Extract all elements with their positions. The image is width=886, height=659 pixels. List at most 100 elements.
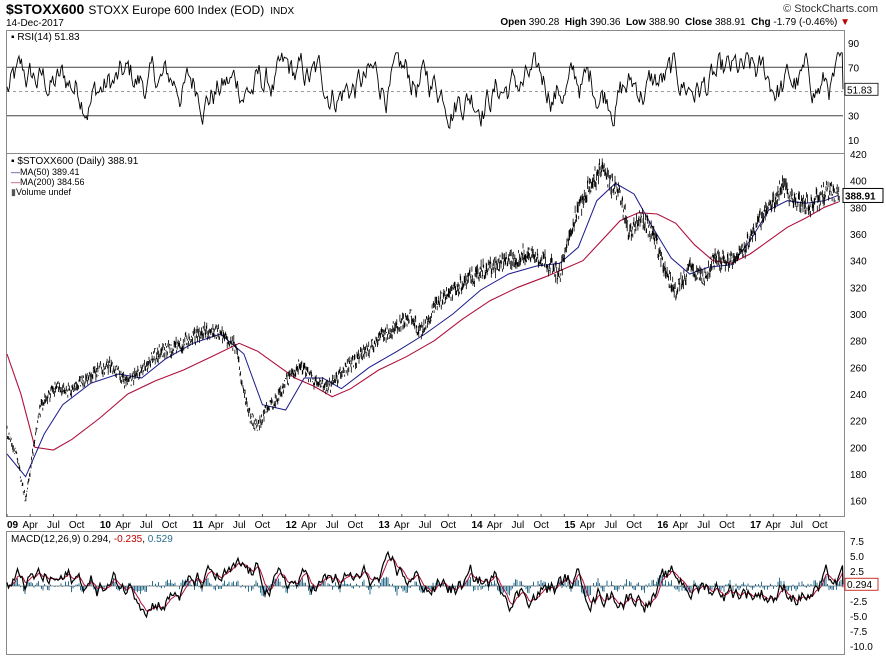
x-tick-label: Apr [487, 520, 503, 531]
price-tick-label: 420 [850, 150, 867, 161]
x-tick-label: Apr [115, 520, 131, 531]
x-tick-label: Apr [580, 520, 596, 531]
x-tick-label: 12 [286, 520, 298, 531]
price-tick-label: 340 [850, 257, 867, 268]
x-tick-label: Jul [604, 520, 617, 531]
rsi-legend-text: RSI(14) 51.83 [17, 32, 80, 43]
x-tick-label: 13 [379, 520, 391, 531]
x-tick-label: 15 [564, 520, 576, 531]
price-tick-label: 240 [850, 390, 867, 401]
x-tick-label: Apr [766, 520, 782, 531]
ma200-line [6, 201, 839, 451]
price-tick-label: 260 [850, 363, 867, 374]
quote-summary: Open 390.28 High 390.36 Low 388.90 Close… [500, 17, 850, 28]
price-tick-label: 380 [850, 203, 867, 214]
rsi-last-value: 51.83 [847, 85, 872, 96]
macd-line [6, 550, 844, 619]
x-tick-label: Jul [419, 520, 432, 531]
high-label: High [564, 17, 588, 28]
x-tick-label: Apr [394, 520, 410, 531]
rsi-tick-label: 30 [848, 112, 860, 123]
legend-ma200-text: MA(200) 384.56 [20, 177, 85, 187]
x-tick-label: Oct [812, 520, 828, 531]
legend-volume: ▮Volume undef [11, 187, 71, 197]
chg-value: -1.79 (-0.46%) [773, 17, 838, 28]
x-tick-label: Oct [69, 520, 85, 531]
price-tick-label: 200 [850, 443, 867, 454]
x-tick-label: Apr [22, 520, 38, 531]
macd-last-value-box [844, 577, 879, 591]
price-tick-label: 360 [850, 230, 867, 241]
ma50-line [6, 182, 839, 478]
price-tick-label: 400 [850, 177, 867, 188]
macd-last-value: 0.294 [847, 580, 872, 591]
x-tick-label: Apr [208, 520, 224, 531]
macd-panel: MACD(12,26,9) 0.294, -0.235, 0.529 [6, 531, 845, 655]
price-legend: ▪ $STOXX600 (Daily) 388.91 —MA(50) 389.4… [11, 156, 138, 198]
chart-title: $STOXX600 STOXX Europe 600 Index (EOD) IND… [6, 1, 294, 17]
macd-signal-line [6, 558, 844, 612]
brand-watermark: © StockCharts.com [783, 3, 878, 15]
price-last-value-box [842, 187, 884, 203]
rsi-legend: ▪ RSI(14) 51.83 [11, 32, 80, 43]
close-label: Close [684, 17, 713, 28]
low-value: 388.90 [648, 17, 680, 28]
price-bars [6, 158, 840, 502]
legend-ma200: —MA(200) 384.56 [11, 177, 85, 187]
price-panel: ▪ $STOXX600 (Daily) 388.91 —MA(50) 389.4… [6, 153, 845, 517]
macd-legend-signal: -0.235 [113, 534, 143, 545]
price-tick-label: 300 [850, 310, 867, 321]
macd-tick-label: 2.5 [850, 567, 864, 578]
macd-tick-label: -10.0 [850, 642, 873, 653]
rsi-tick-label: 10 [848, 136, 860, 147]
x-tick-label: Oct [533, 520, 549, 531]
legend-volume-text: Volume undef [15, 187, 71, 197]
x-tick-label: Oct [255, 520, 271, 531]
chg-label: Chg [751, 17, 771, 28]
close-value: 388.91 [715, 17, 746, 28]
x-tick-label: 10 [100, 520, 112, 531]
macd-legend-name: MACD(12,26,9) [11, 534, 81, 545]
exchange: INDX [270, 6, 295, 17]
x-tick-label: 09 [7, 520, 19, 531]
x-tick-label: Jul [697, 520, 710, 531]
chart-date: 14-Dec-2017 [6, 18, 64, 29]
open-label: Open [500, 17, 526, 28]
x-tick-label: 17 [750, 520, 762, 531]
price-series [6, 158, 840, 502]
down-arrow-icon: ▼ [840, 17, 850, 28]
x-tick-label: Oct [162, 520, 178, 531]
rsi-line [6, 51, 844, 129]
x-tick-label: Oct [626, 520, 642, 531]
legend-ma50-text: MA(50) 389.41 [20, 167, 80, 177]
x-tick-label: Jul [233, 520, 246, 531]
x-tick-label: 16 [657, 520, 669, 531]
rsi-tick-label: 70 [848, 63, 860, 74]
x-tick-label: Oct [440, 520, 456, 531]
rsi-tick-label: 90 [848, 39, 860, 50]
price-tick-label: 280 [850, 337, 867, 348]
legend-price: ▪ $STOXX600 (Daily) 388.91 [11, 156, 139, 167]
symbol: $STOXX600 [6, 1, 85, 17]
x-tick-label: Apr [673, 520, 689, 531]
open-value: 390.28 [528, 17, 560, 28]
x-tick-label: Oct [719, 520, 735, 531]
x-tick-label: Jul [790, 520, 803, 531]
x-tick-label: Jul [326, 520, 339, 531]
macd-tick-label: -2.5 [850, 597, 868, 608]
price-tick-label: 320 [850, 283, 867, 294]
x-tick-label: Jul [140, 520, 153, 531]
macd-tick-label: -7.5 [850, 627, 868, 638]
x-tick-label: Oct [348, 520, 364, 531]
macd-legend-hist: 0.529 [147, 534, 173, 545]
x-tick-label: Jul [511, 520, 524, 531]
macd-legend: MACD(12,26,9) 0.294, -0.235, 0.529 [11, 534, 173, 545]
price-last-value: 388.91 [845, 191, 876, 202]
price-tick-label: 180 [850, 470, 867, 481]
legend-ma50: —MA(50) 389.41 [11, 167, 80, 177]
macd-legend-value: 0.294 [83, 534, 109, 545]
x-tick-label: Jul [47, 520, 60, 531]
price-tick-label: 160 [850, 497, 867, 508]
macd-tick-label: 7.5 [850, 537, 864, 548]
